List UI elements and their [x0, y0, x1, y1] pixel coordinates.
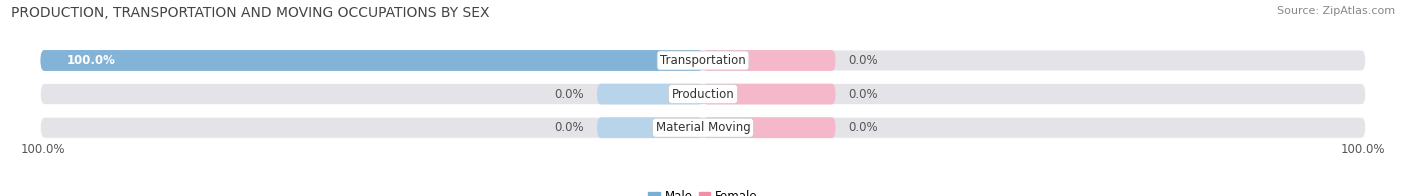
Text: Material Moving: Material Moving [655, 121, 751, 134]
Text: 100.0%: 100.0% [21, 143, 65, 156]
Legend: Male, Female: Male, Female [644, 186, 762, 196]
Text: 100.0%: 100.0% [67, 54, 115, 67]
Text: 0.0%: 0.0% [554, 88, 583, 101]
Text: 0.0%: 0.0% [554, 121, 583, 134]
Text: 0.0%: 0.0% [849, 54, 879, 67]
FancyBboxPatch shape [41, 117, 1365, 138]
Text: Transportation: Transportation [661, 54, 745, 67]
FancyBboxPatch shape [703, 117, 835, 138]
FancyBboxPatch shape [41, 84, 1365, 104]
Text: 100.0%: 100.0% [1341, 143, 1385, 156]
FancyBboxPatch shape [598, 117, 703, 138]
Text: 0.0%: 0.0% [849, 88, 879, 101]
Text: PRODUCTION, TRANSPORTATION AND MOVING OCCUPATIONS BY SEX: PRODUCTION, TRANSPORTATION AND MOVING OC… [11, 6, 489, 20]
FancyBboxPatch shape [41, 50, 703, 71]
FancyBboxPatch shape [598, 84, 703, 104]
Text: Source: ZipAtlas.com: Source: ZipAtlas.com [1277, 6, 1395, 16]
FancyBboxPatch shape [703, 84, 835, 104]
Text: 0.0%: 0.0% [849, 121, 879, 134]
FancyBboxPatch shape [703, 50, 835, 71]
FancyBboxPatch shape [41, 50, 703, 71]
FancyBboxPatch shape [41, 50, 1365, 71]
Text: Production: Production [672, 88, 734, 101]
